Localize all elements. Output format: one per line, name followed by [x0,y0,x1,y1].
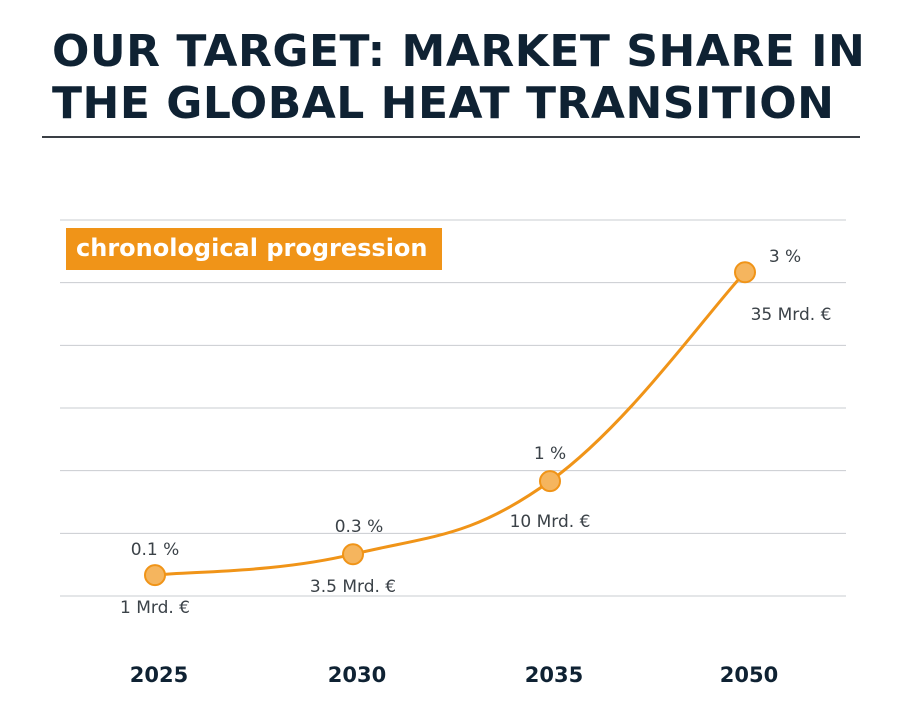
x-tick-labels: 2025 2030 2035 2050 [130,663,778,687]
x-tick-label: 2025 [130,663,188,687]
data-point-marker [342,543,364,566]
data-point-marker [734,261,756,284]
title-line-1: OUR TARGET: MARKET SHARE IN [52,26,866,77]
title-divider [42,136,860,138]
x-tick-label: 2035 [525,663,583,687]
series-markers [144,261,756,587]
data-label-share: 1 % [534,444,566,464]
data-label-revenue: 35 Mrd. € [751,305,832,325]
data-point-marker [144,564,166,587]
data-label-revenue: 3.5 Mrd. € [310,577,396,597]
data-label-share: 0.3 % [335,517,384,537]
title-line-2: THE GLOBAL HEAT TRANSITION [52,78,835,129]
data-label-share: 3 % [769,247,801,267]
data-point-marker [539,470,561,493]
chronological-progression-badge: chronological progression [66,228,442,270]
page-title: OUR TARGET: MARKET SHARE IN THE GLOBAL H… [52,26,872,130]
data-label-share: 0.1 % [131,540,180,560]
x-tick-label: 2050 [720,663,778,687]
gridlines [60,219,846,597]
data-labels: 0.1 % 1 Mrd. € 0.3 % 3.5 Mrd. € 1 % 10 Mrd. €… [120,247,831,618]
x-tick-label: 2030 [328,663,386,687]
data-label-revenue: 1 Mrd. € [120,598,190,618]
data-label-revenue: 10 Mrd. € [510,512,591,532]
series-line [154,271,747,577]
